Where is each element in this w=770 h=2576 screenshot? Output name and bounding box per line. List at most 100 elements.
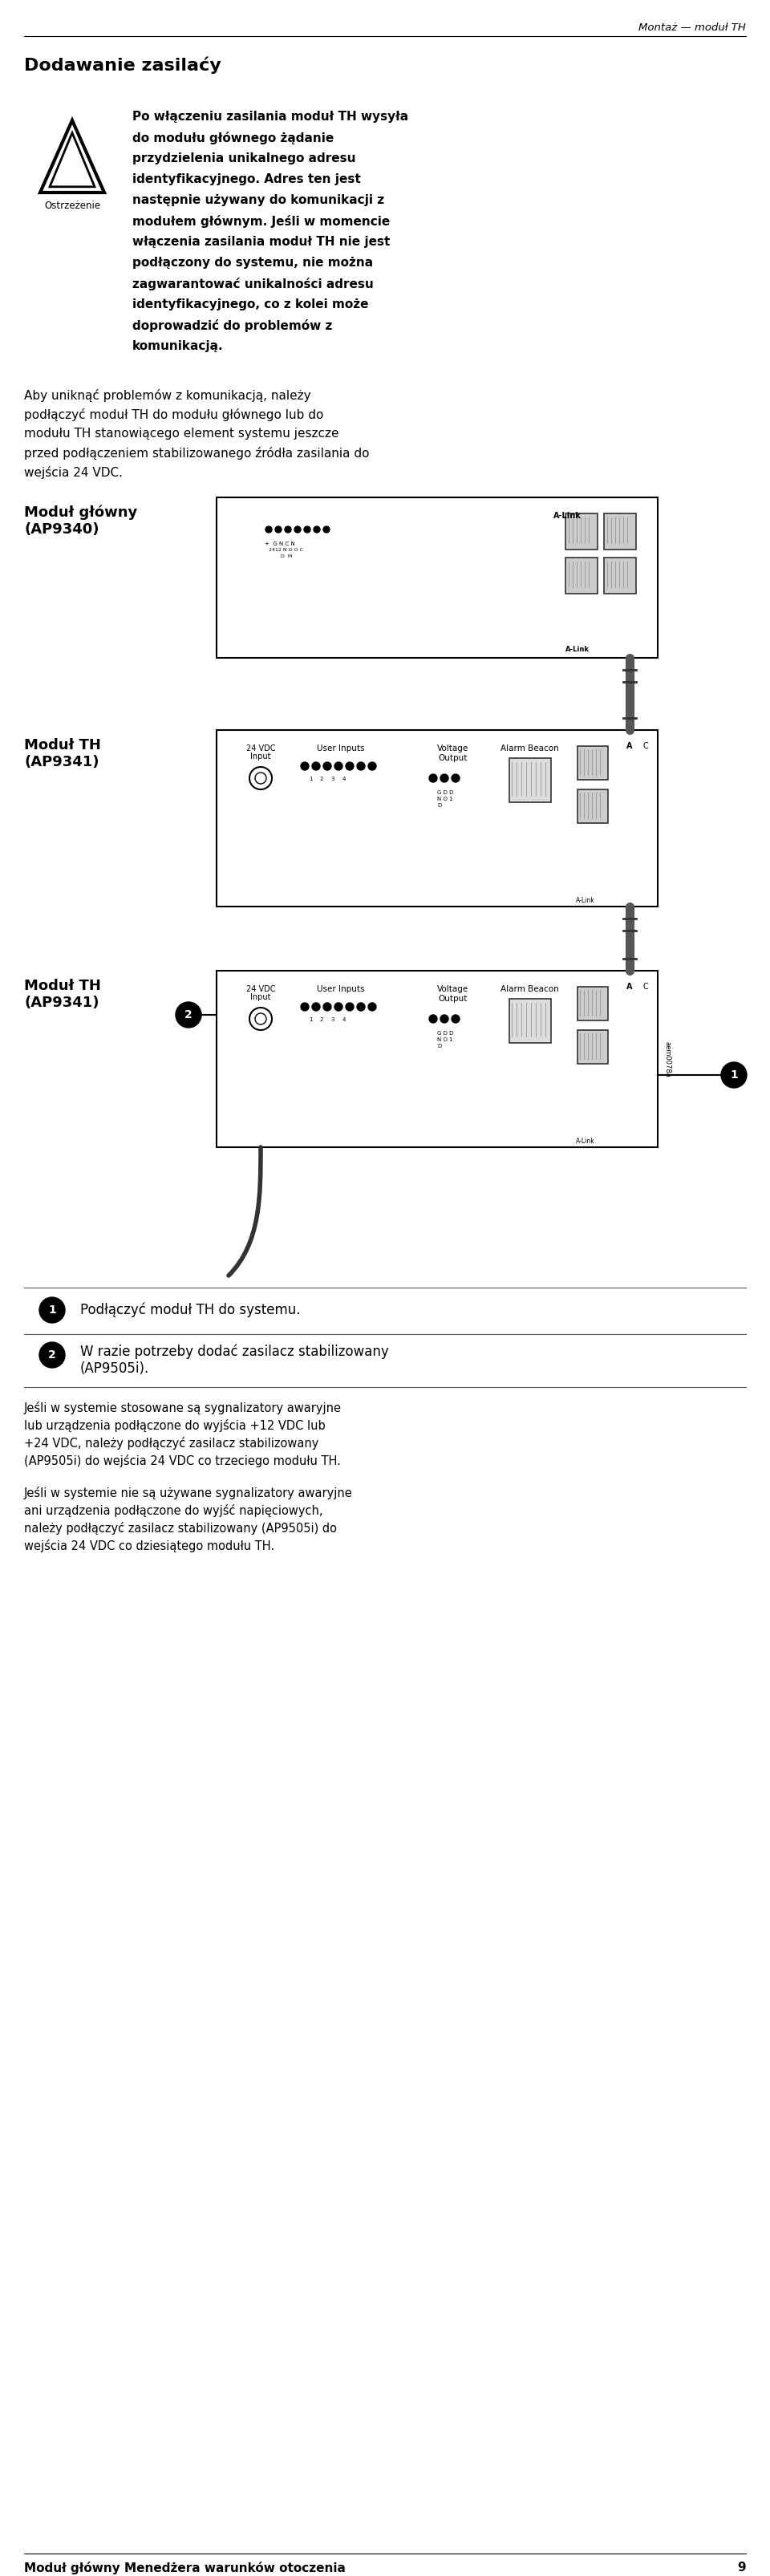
Text: ani urządzenia podłączone do wyjść napięciowych,: ani urządzenia podłączone do wyjść napię… [24, 1504, 323, 1517]
Circle shape [176, 1002, 201, 1028]
Circle shape [334, 1002, 343, 1010]
Text: 24 VDC: 24 VDC [246, 984, 276, 994]
Bar [578, 1030, 608, 1064]
Text: 3: 3 [331, 775, 335, 781]
Text: Alarm Beacon: Alarm Beacon [500, 744, 558, 752]
Text: podłączony do systemu, nie można: podłączony do systemu, nie można [132, 258, 373, 268]
Text: D: D [437, 1043, 441, 1048]
Circle shape [440, 1015, 448, 1023]
Text: 2: 2 [320, 1018, 323, 1023]
Circle shape [357, 1002, 365, 1010]
Text: D: D [437, 804, 441, 809]
Circle shape [346, 1002, 353, 1010]
Bar [578, 747, 608, 781]
Circle shape [323, 1002, 331, 1010]
Text: modułem głównym. Jeśli w momencie: modułem głównym. Jeśli w momencie [132, 214, 390, 227]
Circle shape [285, 526, 291, 533]
Text: User Inputs: User Inputs [317, 984, 365, 994]
Circle shape [429, 775, 437, 783]
Text: 2: 2 [320, 775, 323, 781]
Text: (AP9505i).: (AP9505i). [80, 1360, 149, 1376]
Circle shape [39, 1342, 65, 1368]
Text: 4: 4 [343, 1018, 346, 1023]
Text: W razie potrzeby dodać zasilacz stabilizowany: W razie potrzeby dodać zasilacz stabiliz… [80, 1345, 389, 1358]
Text: Podłączyć moduł TH do systemu.: Podłączyć moduł TH do systemu. [80, 1301, 300, 1316]
Text: Montaż — moduł TH: Montaż — moduł TH [638, 23, 746, 33]
Text: Jeśli w systemie stosowane są sygnalizatory awaryjne: Jeśli w systemie stosowane są sygnalizat… [24, 1401, 342, 1414]
Circle shape [301, 762, 309, 770]
Text: A-Link: A-Link [576, 1139, 595, 1144]
Bar [565, 556, 598, 592]
Circle shape [334, 762, 343, 770]
Text: +  G N C N: + G N C N [265, 541, 295, 546]
Text: C: C [643, 742, 648, 750]
Bar [216, 971, 658, 1146]
Circle shape [312, 1002, 320, 1010]
Text: 1: 1 [49, 1303, 56, 1316]
Circle shape [721, 1061, 747, 1087]
Text: Ostrzeżenie: Ostrzeżenie [44, 201, 100, 211]
Text: Voltage
Output: Voltage Output [437, 744, 469, 762]
Text: doprowadzić do problemów z: doprowadzić do problemów z [132, 319, 333, 332]
Text: przed podłączeniem stabilizowanego źródła zasilania do: przed podłączeniem stabilizowanego źródł… [24, 446, 370, 459]
Text: A-Link: A-Link [576, 896, 595, 904]
Circle shape [39, 1298, 65, 1324]
Circle shape [357, 762, 365, 770]
Text: A-Link: A-Link [554, 513, 581, 520]
Circle shape [323, 762, 331, 770]
Text: 3: 3 [331, 1018, 335, 1023]
Text: 9: 9 [738, 2561, 746, 2573]
Bar [578, 987, 608, 1020]
Text: Aby uniknąć problemów z komunikacją, należy: Aby uniknąć problemów z komunikacją, nal… [24, 389, 311, 402]
Text: przydzielenia unikalnego adresu: przydzielenia unikalnego adresu [132, 152, 356, 165]
Bar [509, 999, 551, 1043]
Circle shape [266, 526, 272, 533]
Text: Moduł TH
(AP9341): Moduł TH (AP9341) [24, 979, 101, 1010]
Bar [216, 497, 658, 657]
Text: Po włączeniu zasilania moduł TH wysyła: Po włączeniu zasilania moduł TH wysyła [132, 111, 408, 124]
Text: A: A [627, 742, 633, 750]
Text: należy podłączyć zasilacz stabilizowany (AP9505i) do: należy podłączyć zasilacz stabilizowany … [24, 1522, 337, 1535]
Bar [565, 513, 598, 549]
Circle shape [429, 1015, 437, 1023]
Circle shape [368, 1002, 377, 1010]
Text: lub urządzenia podłączone do wyjścia +12 VDC lub: lub urządzenia podłączone do wyjścia +12… [24, 1419, 326, 1432]
Circle shape [346, 762, 353, 770]
Text: A-Link: A-Link [565, 647, 590, 654]
Circle shape [275, 526, 282, 533]
Text: włączenia zasilania moduł TH nie jest: włączenia zasilania moduł TH nie jest [132, 237, 390, 247]
Text: 4: 4 [343, 775, 346, 781]
Text: wejścia 24 VDC.: wejścia 24 VDC. [24, 466, 122, 479]
Text: identyfikacyjnego, co z kolei może: identyfikacyjnego, co z kolei może [132, 299, 369, 312]
Circle shape [368, 762, 377, 770]
Bar [578, 788, 608, 824]
Text: komunikacją.: komunikacją. [132, 340, 223, 353]
Text: (AP9505i) do wejścia 24 VDC co trzeciego modułu TH.: (AP9505i) do wejścia 24 VDC co trzeciego… [24, 1455, 341, 1468]
Circle shape [312, 762, 320, 770]
Circle shape [440, 775, 448, 783]
Text: G D D: G D D [437, 1030, 454, 1036]
Text: modułu TH stanowiącego element systemu jeszcze: modułu TH stanowiącego element systemu j… [24, 428, 339, 440]
Bar [216, 729, 658, 907]
Text: Moduł główny Menedżera warunków otoczenia: Moduł główny Menedżera warunków otoczeni… [24, 2561, 346, 2573]
Text: wejścia 24 VDC co dziesiątego modułu TH.: wejścia 24 VDC co dziesiątego modułu TH. [24, 1540, 274, 1553]
Text: identyfikacyjnego. Adres ten jest: identyfikacyjnego. Adres ten jest [132, 173, 360, 185]
Circle shape [301, 1002, 309, 1010]
Circle shape [451, 775, 460, 783]
Text: 2: 2 [185, 1010, 192, 1020]
Bar [604, 556, 636, 592]
Bar [509, 757, 551, 801]
Text: 24 VDC: 24 VDC [246, 744, 276, 752]
Text: następnie używany do komunikacji z: następnie używany do komunikacji z [132, 193, 384, 206]
Text: Moduł TH
(AP9341): Moduł TH (AP9341) [24, 739, 101, 770]
Text: +24 VDC, należy podłączyć zasilacz stabilizowany: +24 VDC, należy podłączyć zasilacz stabi… [24, 1437, 319, 1450]
Text: 1: 1 [730, 1069, 738, 1079]
Text: do modułu głównego żądanie: do modułu głównego żądanie [132, 131, 334, 144]
Text: podłączyć moduł TH do modułu głównego lub do: podłączyć moduł TH do modułu głównego lu… [24, 410, 323, 422]
Circle shape [451, 1015, 460, 1023]
Text: A: A [627, 984, 633, 992]
Circle shape [323, 526, 330, 533]
Text: aem0078a: aem0078a [664, 1041, 671, 1077]
Text: G D D: G D D [437, 791, 454, 796]
Text: 1: 1 [309, 1018, 312, 1023]
